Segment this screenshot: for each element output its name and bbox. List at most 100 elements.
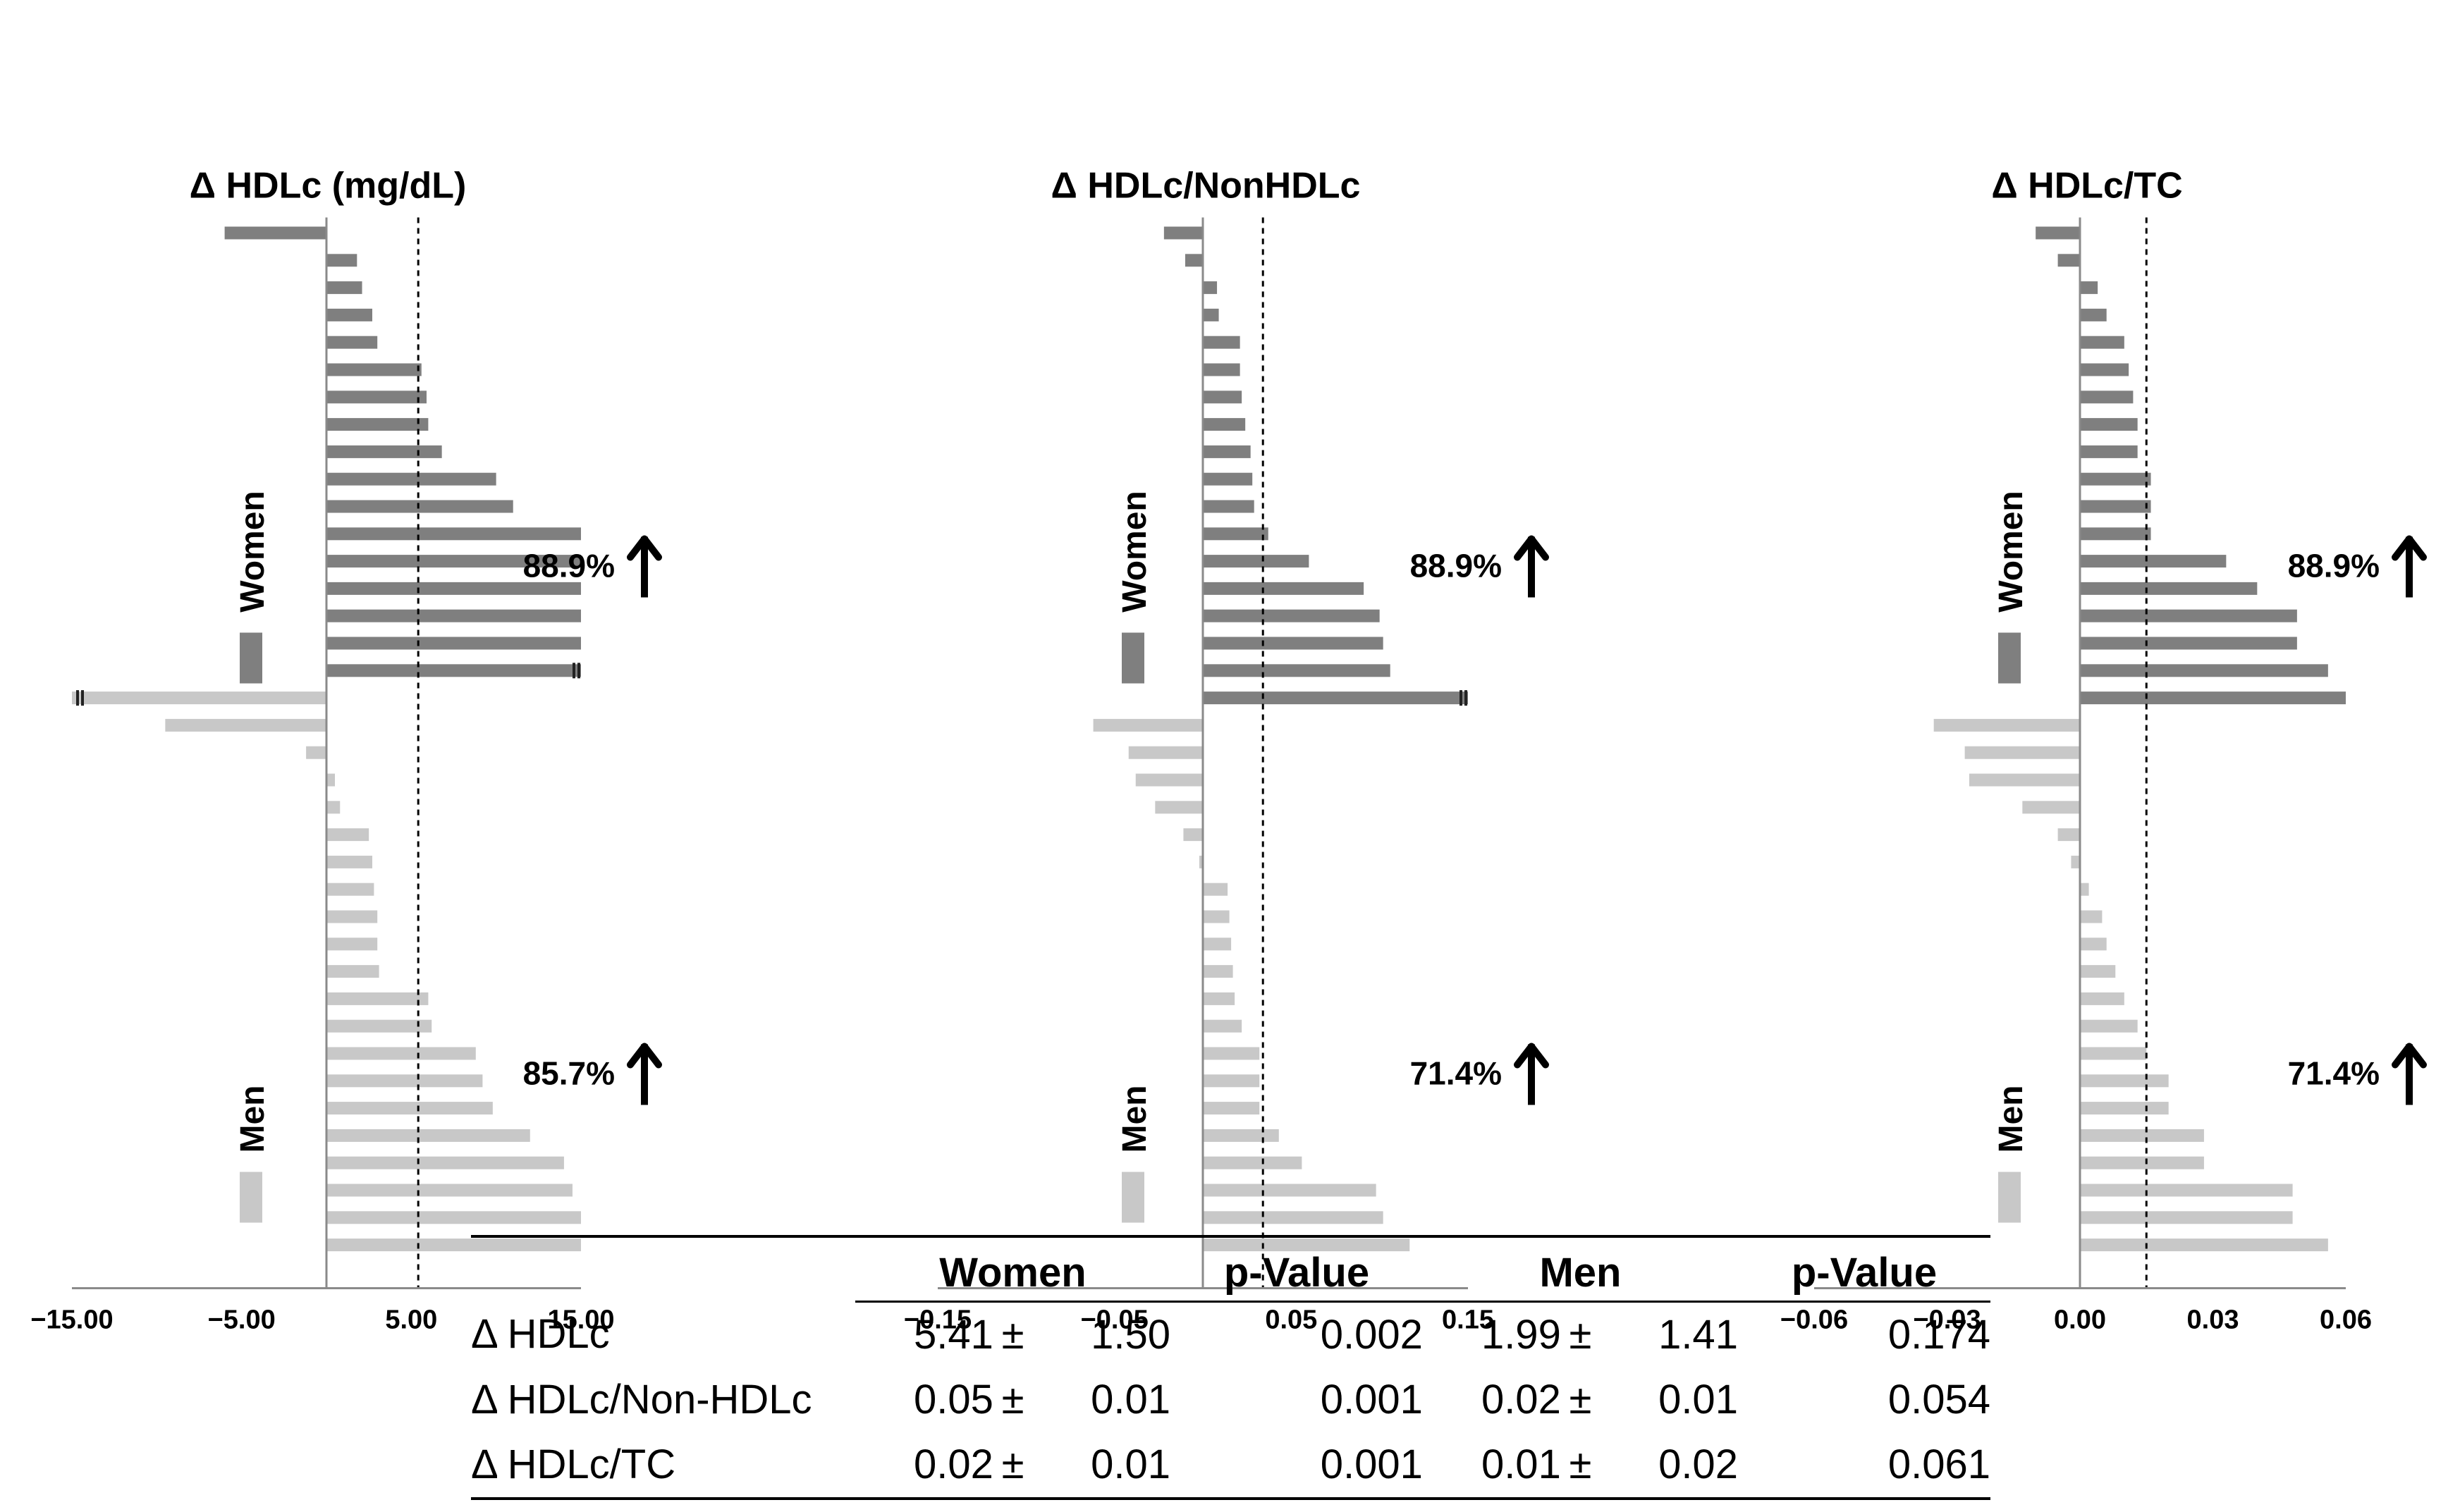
bar-men <box>326 1156 564 1169</box>
percent-increase-label: 88.9% <box>2288 548 2380 584</box>
bar-women <box>1203 692 1468 705</box>
bar-men <box>2080 1211 2293 1224</box>
women-sd: 1.50 <box>1091 1312 1170 1358</box>
bar-women <box>2080 472 2151 486</box>
bar-women <box>2036 226 2080 240</box>
bar-men <box>326 828 369 842</box>
bar-men <box>326 773 336 787</box>
x-tick-label: 0.00 <box>2054 1305 2106 1335</box>
legend-swatch-women <box>1998 632 2021 684</box>
axis-break-mark <box>81 690 84 706</box>
bar-women <box>1203 609 1380 622</box>
bar-men <box>326 938 378 951</box>
bar-men <box>2080 938 2107 951</box>
bar-men <box>1203 992 1235 1005</box>
group-label-men: Men <box>234 1086 271 1153</box>
x-tick-label: −0.05 <box>1081 1305 1149 1335</box>
table-header-women: Women <box>855 1236 1170 1303</box>
bar-men <box>1964 746 2080 759</box>
bar-men <box>1933 718 2080 732</box>
bar-women <box>1203 281 1218 295</box>
axis-break-mark <box>1464 690 1467 706</box>
table-row: Δ HDLc 5.41 ± 1.50 0.002 1.99 ± 1.41 0.1… <box>471 1302 1990 1368</box>
bar-men <box>326 1102 493 1115</box>
bar-men <box>1135 773 1203 787</box>
group-label-women: Women <box>234 491 271 612</box>
up-arrow-head-icon <box>2392 1043 2427 1069</box>
bar-women <box>1203 500 1254 513</box>
axis-break-mark <box>76 690 79 706</box>
bar-women <box>2080 500 2151 513</box>
table-row: Δ HDLc/Non-HDLc 0.05 ± 0.01 0.001 0.02 ±… <box>471 1367 1990 1432</box>
bar-men <box>1203 1074 1260 1088</box>
legend-swatch-men <box>1122 1172 1144 1223</box>
bar-men <box>1203 883 1228 896</box>
bar-women <box>1203 336 1240 349</box>
x-tick-label: 15.00 <box>547 1305 614 1335</box>
bar-men <box>2080 883 2089 896</box>
bar-women <box>326 500 513 513</box>
bar-women <box>326 336 378 349</box>
bar-men <box>2080 1102 2169 1115</box>
x-tick-label: −15.00 <box>30 1305 113 1335</box>
group-label-men: Men <box>1993 1086 2030 1153</box>
women-mean: 5.41 <box>913 1312 993 1358</box>
bar-women <box>326 664 581 677</box>
plus-minus: ± <box>1569 1377 1592 1422</box>
bar-women <box>1203 445 1251 458</box>
women-p-value: 0.001 <box>1320 1442 1423 1487</box>
axis-break-mark <box>573 663 575 679</box>
bar-women <box>1203 637 1383 650</box>
plus-minus: ± <box>1569 1442 1592 1487</box>
plus-minus: ± <box>1001 1312 1024 1358</box>
bar-men <box>2080 1019 2138 1033</box>
row-label: Δ HDLc/Non-HDLc <box>471 1377 812 1422</box>
women-p-value: 0.001 <box>1320 1377 1423 1422</box>
panel-title: Δ HDLc/NonHDLc <box>1051 166 1361 207</box>
percent-increase-label: 71.4% <box>2288 1055 2380 1092</box>
men-mean: 1.99 <box>1481 1312 1561 1358</box>
bar-men <box>2080 992 2124 1005</box>
bar-men <box>72 692 326 705</box>
women-mean: 0.02 <box>913 1442 993 1487</box>
x-tick-label: 0.15 <box>1442 1305 1494 1335</box>
x-tick-label: −0.06 <box>1780 1305 1848 1335</box>
men-mean: 0.01 <box>1481 1442 1561 1487</box>
bar-women <box>2080 527 2151 541</box>
men-sd: 0.02 <box>1658 1442 1738 1487</box>
bar-women <box>1185 254 1203 267</box>
bar-women <box>1203 472 1253 486</box>
bar-men <box>2080 910 2103 923</box>
bar-women <box>2080 418 2138 431</box>
women-p-value: 0.002 <box>1320 1312 1423 1358</box>
table-header-blank <box>471 1236 855 1302</box>
bar-women <box>326 555 581 568</box>
men-p-value: 0.174 <box>1887 1312 1990 1358</box>
bar-women <box>1203 418 1246 431</box>
bar-women <box>326 527 581 541</box>
panel-title: Δ HDLc (mg/dL) <box>190 166 467 207</box>
percent-increase-label: 71.4% <box>1410 1055 1502 1092</box>
group-label-women: Women <box>1993 491 2030 612</box>
bar-men <box>165 718 326 732</box>
percent-increase-label: 88.9% <box>523 548 615 584</box>
table-header-p-men: p-Value <box>1737 1236 1990 1303</box>
bar-women <box>2080 555 2227 568</box>
row-label: Δ HDLc/TC <box>471 1442 676 1487</box>
bar-men <box>1093 718 1203 732</box>
bar-women <box>1203 308 1219 321</box>
bar-men <box>2080 1156 2204 1169</box>
bar-women <box>326 363 422 376</box>
x-tick-label: −5.00 <box>208 1305 276 1335</box>
summary-table: Women p-Value Men p-Value Δ HDLc 5.41 ± … <box>471 1235 1990 1500</box>
bar-men <box>1203 938 1232 951</box>
bar-men <box>326 992 429 1005</box>
men-p-value: 0.054 <box>1887 1377 1990 1422</box>
bar-men <box>326 1047 476 1060</box>
table-header-men: Men <box>1422 1236 1738 1303</box>
bar-men <box>1203 965 1233 978</box>
percent-increase-label: 85.7% <box>523 1055 615 1092</box>
table-row: Δ HDLc/TC 0.02 ± 0.01 0.001 0.01 ± 0.02 … <box>471 1432 1990 1499</box>
bar-men <box>326 883 374 896</box>
